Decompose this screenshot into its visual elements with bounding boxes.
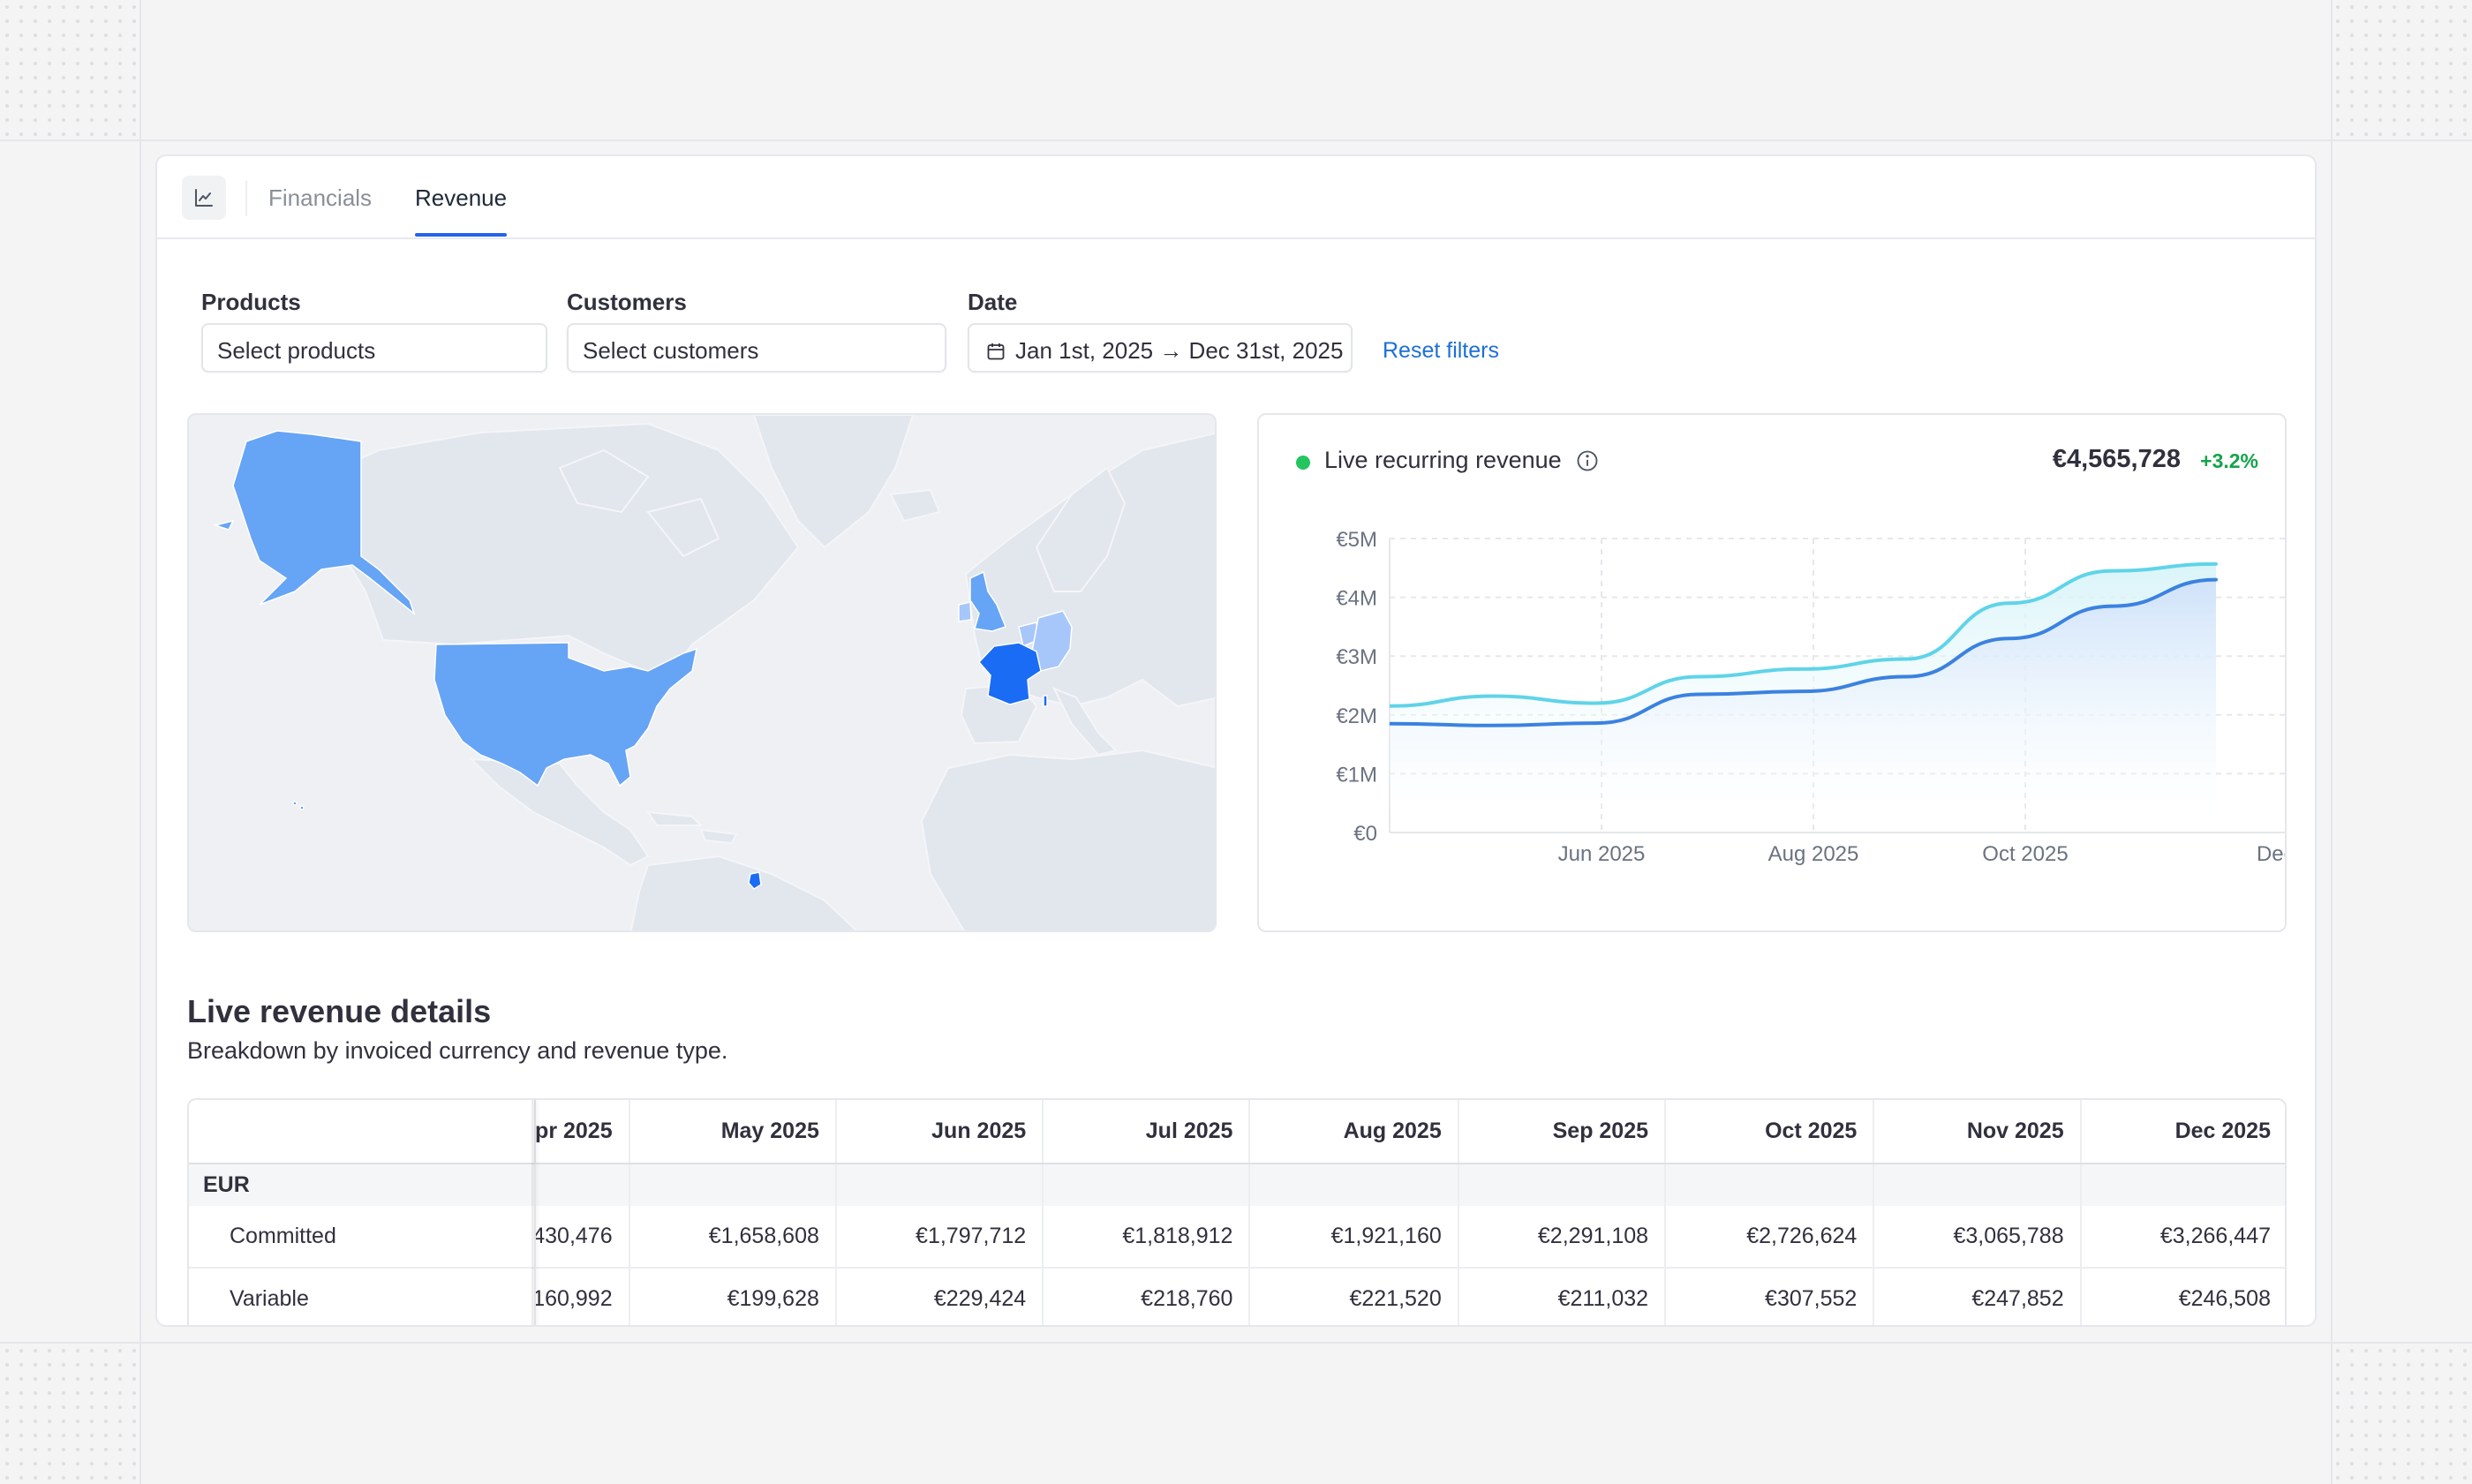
dot-pattern <box>0 0 141 139</box>
column-header: Nov 2025 <box>1873 1100 2082 1164</box>
table-cell: €1,797,712 <box>835 1206 1044 1269</box>
column-header: Dec 2025 <box>2080 1100 2285 1164</box>
chart-icon-button[interactable] <box>182 176 226 220</box>
table-row[interactable]: Committed 430,476 €1,658,608 €1,797,712 … <box>189 1206 2285 1269</box>
canada-shape <box>320 422 800 682</box>
customers-select[interactable]: Select customers <box>567 323 946 373</box>
column-header: Oct 2025 <box>1665 1100 1875 1164</box>
tab-revenue[interactable]: Revenue <box>415 185 508 211</box>
y-tick-label: €1M <box>1336 763 1377 787</box>
date-range-value: Jan 1st, 2025 → Dec 31st, 2025 <box>1015 337 1344 364</box>
africa-shape <box>920 749 1215 930</box>
column-header: Aug 2025 <box>1249 1100 1459 1164</box>
table-cell: €218,760 <box>1043 1268 1251 1325</box>
column-header: May 2025 <box>629 1100 837 1164</box>
y-tick-label: €4M <box>1336 587 1377 611</box>
series-line[interactable] <box>1390 577 2218 727</box>
south-america-shape <box>629 855 858 930</box>
calendar-icon <box>987 343 1005 360</box>
kpi-value: €4,565,728 <box>2052 445 2181 473</box>
y-tick-label: €3M <box>1336 645 1377 669</box>
header-empty <box>189 1100 537 1164</box>
table-cell: €307,552 <box>1665 1268 1875 1325</box>
column-header: pr 2025 <box>535 1100 630 1164</box>
mexico-shape <box>469 757 650 867</box>
france-shape <box>977 642 1042 705</box>
x-tick-label: Dec 20 <box>2257 842 2287 866</box>
products-filter-label: Products <box>201 289 301 315</box>
usa-shape <box>433 642 697 787</box>
date-filter-label: Date <box>968 289 1018 315</box>
line-chart-icon <box>195 189 213 207</box>
revenue-map[interactable] <box>187 413 1217 932</box>
info-icon[interactable] <box>1575 448 1600 473</box>
table-cell: €229,424 <box>835 1268 1044 1325</box>
uk-shape <box>969 570 1006 632</box>
table-cell: €1,658,608 <box>629 1206 837 1269</box>
kpi-label: Live recurring revenue <box>1324 447 1562 473</box>
live-recurring-revenue-panel: Live recurring revenue €4,565,728 +3.2% … <box>1257 413 2287 932</box>
table-cell: €1,818,912 <box>1043 1206 1251 1269</box>
series-line[interactable] <box>1390 561 2218 708</box>
column-header: Sep 2025 <box>1458 1100 1667 1164</box>
table-row[interactable]: Variable 160,992 €199,628 €229,424 €218,… <box>189 1268 2285 1325</box>
products-select-placeholder: Select products <box>217 337 376 364</box>
x-tick-label: Aug 2025 <box>1768 842 1859 866</box>
currency-label: EUR <box>189 1164 537 1206</box>
table-cell: €3,266,447 <box>2080 1206 2285 1269</box>
y-tick-label: €0 <box>1353 822 1377 846</box>
tab-financials[interactable]: Financials <box>268 185 373 211</box>
table-cell: €211,032 <box>1458 1268 1667 1325</box>
x-tick-label: Jun 2025 <box>1558 842 1646 866</box>
greenland-shape <box>752 415 915 549</box>
kpi-change-badge: +3.2% <box>2200 449 2258 472</box>
customers-filter-label: Customers <box>567 289 687 315</box>
column-header: Jul 2025 <box>1043 1100 1251 1164</box>
active-tab-indicator <box>415 233 507 237</box>
tab-divider <box>245 181 247 216</box>
tab-bar: Financials Revenue <box>157 156 2315 239</box>
products-select[interactable]: Select products <box>201 323 547 373</box>
table-cell: 160,992 <box>535 1268 630 1325</box>
french-guiana-shape <box>748 871 762 890</box>
world-map <box>213 415 1215 930</box>
column-header: Jun 2025 <box>835 1100 1044 1164</box>
revenue-details-table[interactable]: pr 2025 May 2025 Jun 2025 Jul 2025 Aug 2… <box>187 1098 2287 1325</box>
guide-line <box>139 0 141 1484</box>
guide-line <box>0 1342 2472 1344</box>
row-label: Variable <box>189 1268 537 1325</box>
series-area <box>1390 579 2216 832</box>
currency-group-row: EUR <box>189 1164 2285 1206</box>
table-cell: €2,726,624 <box>1665 1206 1875 1269</box>
dot-pattern <box>2331 0 2472 139</box>
dot-pattern <box>0 1344 141 1484</box>
x-tick-label: Oct 2025 <box>1982 842 2068 866</box>
reset-filters-link[interactable]: Reset filters <box>1383 338 1499 363</box>
details-subtitle: Breakdown by invoiced currency and reven… <box>187 1037 728 1064</box>
ireland-shape <box>958 601 972 622</box>
dot-pattern <box>2331 1344 2472 1484</box>
table-cell: €221,520 <box>1249 1268 1459 1325</box>
revenue-card: Financials Revenue Products Select produ… <box>155 154 2317 1327</box>
revenue-line-chart: €5M €4M €3M €2M €1M €0 Jun 2025 Aug 2025 Oct 20… <box>1336 528 2287 866</box>
table-cell: €247,852 <box>1873 1268 2082 1325</box>
table-cell: €246,508 <box>2080 1268 2285 1325</box>
alaska-shape <box>232 430 416 616</box>
y-tick-label: €2M <box>1336 704 1377 728</box>
date-range-picker[interactable]: Jan 1st, 2025 → Dec 31st, 2025 <box>968 323 1353 373</box>
details-title: Live revenue details <box>187 993 492 1029</box>
table-cell: €1,921,160 <box>1249 1206 1459 1269</box>
y-tick-label: €5M <box>1336 528 1377 552</box>
table-cell: €3,065,788 <box>1873 1206 2082 1269</box>
table-cell: €199,628 <box>629 1268 837 1325</box>
live-status-dot <box>1296 456 1310 470</box>
table-cell: 430,476 <box>535 1206 630 1269</box>
row-label: Committed <box>189 1206 537 1269</box>
guide-line <box>2331 0 2333 1484</box>
table-cell: €2,291,108 <box>1458 1206 1667 1269</box>
table-header-row: pr 2025 May 2025 Jun 2025 Jul 2025 Aug 2… <box>189 1100 2285 1164</box>
guide-line <box>0 139 2472 141</box>
customers-select-placeholder: Select customers <box>583 337 759 364</box>
